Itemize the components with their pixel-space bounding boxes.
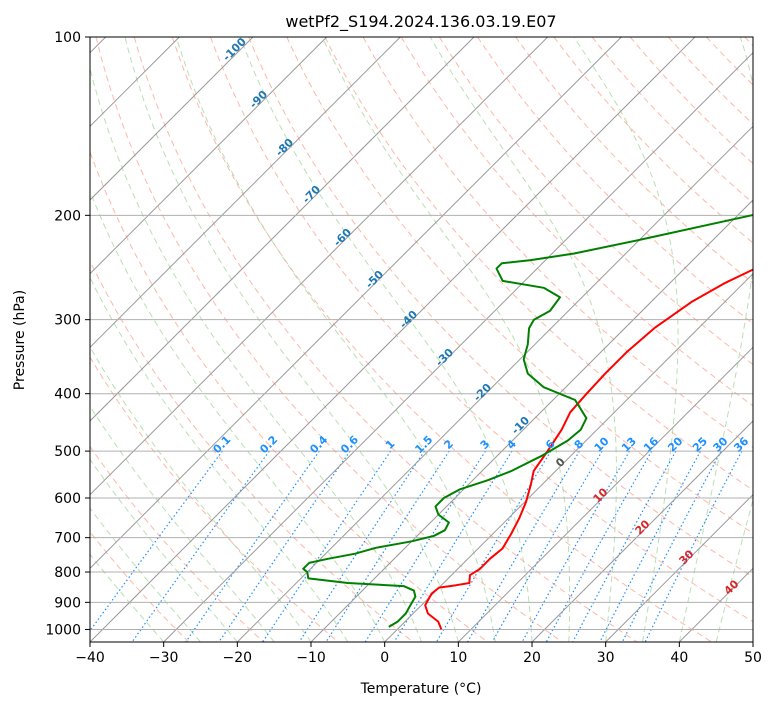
x-tick-label: 50 [744, 650, 762, 666]
x-tick-label: 30 [597, 650, 615, 666]
y-tick-label: 1000 [45, 622, 81, 638]
y-tick-label: 800 [54, 565, 81, 581]
y-tick-label: 400 [54, 387, 81, 403]
x-tick-label: 10 [449, 650, 467, 666]
y-tick-label: 100 [54, 30, 81, 46]
x-tick-label: 20 [523, 650, 541, 666]
y-tick-label: 500 [54, 444, 81, 460]
y-tick-label: 300 [54, 313, 81, 329]
y-tick-label: 200 [54, 208, 81, 224]
x-tick-label: −10 [296, 650, 326, 666]
x-axis-label: Temperature (°C) [360, 681, 482, 697]
y-tick-label: 900 [54, 595, 81, 611]
y-tick-label: 600 [54, 491, 81, 507]
x-tick-label: −30 [149, 650, 179, 666]
y-axis-label: Pressure (hPa) [12, 290, 28, 390]
y-tick-label: 700 [54, 531, 81, 547]
chart-title: wetPf2_S194.2024.136.03.19.E07 [285, 12, 556, 32]
x-tick-label: −20 [223, 650, 253, 666]
x-tick-label: 0 [380, 650, 389, 666]
x-tick-label: −40 [75, 650, 105, 666]
x-tick-label: 40 [670, 650, 688, 666]
